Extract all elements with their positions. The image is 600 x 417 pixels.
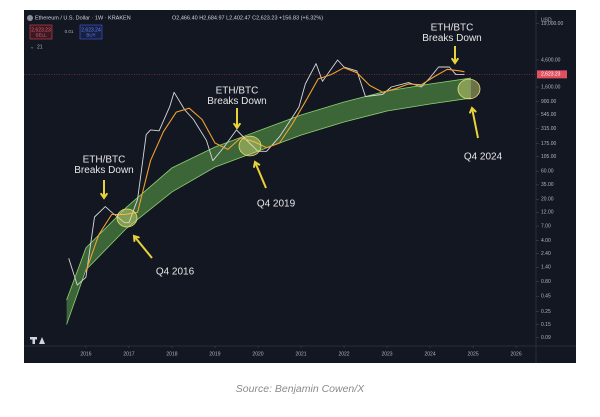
y-tick-label: 60.00 [541,168,554,174]
arrow-head [132,234,140,242]
band-upper [66,77,471,301]
y-tick-label: 0.25 [541,309,551,315]
cycle-label: Q4 2019 [257,199,296,210]
buy-button[interactable] [79,24,103,40]
y-tick-label: 4.00 [541,238,551,244]
x-tick-label: 2023 [381,351,392,357]
arrow [254,161,267,189]
x-tick-label: 2020 [252,351,263,357]
chart-background [24,10,576,363]
arrow [471,107,479,139]
breakdown-label: Breaks Down [74,165,133,176]
x-tick-label: 2021 [295,351,306,357]
y-tick-label: 7.00 [541,223,551,229]
x-tick-label: 2024 [424,351,435,357]
current-price-tag [537,70,567,79]
sell-price: 2,623.23 [31,27,51,33]
y-tick-label: 1,600.00 [541,84,561,90]
current-price-label: 2,623.23 [541,72,561,78]
series-line [85,67,465,272]
y-tick-label: 105.00 [541,154,557,160]
x-tick-label: 2017 [123,351,134,357]
cycle-label: Q4 2024 [464,152,503,163]
arrow-head [469,106,477,114]
y-tick-label: 12.00 [541,210,554,216]
y-tick-label: 19,000.00 [541,21,563,27]
sell-button[interactable] [29,24,53,40]
tradingview-logo [30,337,45,344]
breakdown-label: ETH/BTC [216,86,259,97]
y-tick-label: 20.00 [541,197,554,203]
cycle-marker [457,78,481,100]
arrow-head [451,57,459,65]
breakdown-label: Breaks Down [422,33,481,44]
arrow [133,235,153,259]
y-tick-label: 0.09 [541,335,551,341]
source: Source: Benjamin Cowen/X [236,383,365,395]
arrow-head [253,160,261,168]
y-tick-label: 2.40 [541,251,551,257]
y-tick-label: 545.00 [541,112,557,118]
y-tick-label: 0.80 [541,279,551,285]
symbol-icon [27,15,33,21]
y-tick-label: 900.00 [541,99,557,105]
breakdown-label: ETH/BTC [431,23,474,34]
y-tick-label: 0.15 [541,322,551,328]
x-tick-label: 2026 [511,351,522,357]
y-tick-label: 1.40 [541,265,551,271]
indicator-toggle[interactable]: ⌄ [30,44,34,50]
y-tick-label: 315.00 [541,126,557,132]
cycle-marker [116,208,138,228]
y-tick-label: 0.45 [541,294,551,300]
x-tick-label: 2018 [166,351,177,357]
spread: 0.01 [65,29,74,34]
cycle-marker [238,135,262,157]
x-tick-label: 2025 [467,351,478,357]
x-tick-label: 2022 [338,351,349,357]
x-tick-label: 2016 [80,351,91,357]
y-unit: USD [541,17,552,23]
symbol: Ethereum / U.S. Dollar · 1W · KRAKEN [35,15,131,21]
y-tick-label: 4,600.00 [541,57,561,63]
x-tick-label: 2019 [209,351,220,357]
series-line [68,59,465,286]
arrow-head [233,122,241,130]
breakdown-label: ETH/BTC [83,155,126,166]
ohlc: O2,466.40 H2,684.97 L2,402.47 C2,623.23 … [172,15,323,21]
y-tick-label: 35.00 [541,182,554,188]
arrow-head [100,192,108,200]
sell-label: SELL [35,33,47,38]
breakdown-label: Breaks Down [207,96,266,107]
buy-label: BUY [86,33,95,38]
cycle-label: Q4 2016 [156,267,195,278]
y-tick-label: 175.00 [541,141,557,147]
buy-price: 2,623.24 [81,27,101,33]
indicator-count: 21 [37,44,43,50]
